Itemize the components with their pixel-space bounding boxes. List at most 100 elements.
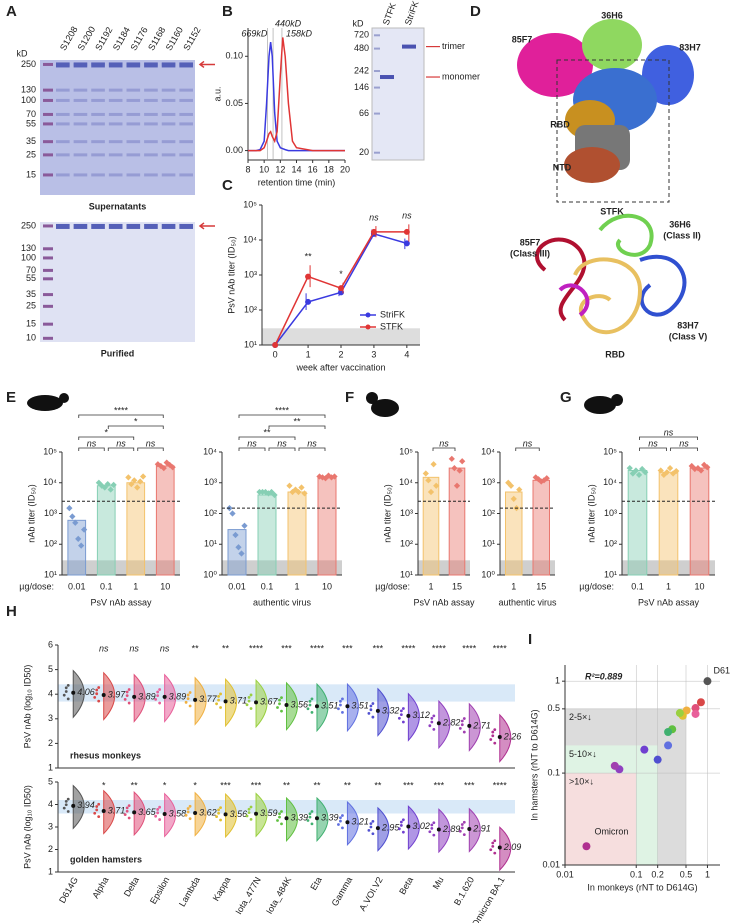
marker-label: 100: [21, 95, 36, 105]
dot: [462, 833, 466, 837]
violin: [225, 793, 238, 839]
marker-label: 440kD: [275, 18, 302, 28]
band: [144, 88, 158, 92]
dot: [337, 707, 340, 711]
significance: ns: [160, 643, 170, 653]
point: [305, 273, 312, 280]
y-tick-label: 10⁴: [603, 477, 617, 487]
x-tick-label: Kappa: [211, 875, 233, 903]
point: [229, 510, 236, 517]
structure-label: RBD: [605, 349, 625, 359]
dot: [401, 818, 405, 822]
arrow: [198, 60, 215, 69]
point: [241, 522, 248, 529]
marker-label: 20: [359, 147, 369, 157]
y-tick-label: 4: [48, 799, 53, 809]
dot: [123, 697, 127, 701]
point: [140, 473, 147, 480]
dot: [245, 814, 249, 818]
marker-label: 25: [26, 301, 36, 311]
category-title: µg/dose:: [579, 581, 614, 591]
band: [144, 173, 158, 177]
panel-label: A: [6, 3, 17, 20]
lane-label: StriFK: [403, 0, 421, 26]
gel-annotation: trimer: [442, 41, 465, 51]
dot: [432, 821, 436, 825]
dot: [399, 824, 403, 827]
dot: [249, 805, 253, 809]
significance-bracket: [268, 447, 296, 451]
point: [331, 473, 338, 480]
dot: [308, 812, 312, 816]
category-title: µg/dose:: [375, 581, 410, 591]
band: [179, 153, 193, 157]
unit-label: kD: [17, 48, 29, 58]
dot: [186, 697, 190, 701]
dot: [493, 741, 497, 745]
dot: [97, 802, 101, 806]
significance: ns: [679, 438, 689, 448]
band: [161, 122, 176, 126]
significance: ****: [462, 643, 477, 653]
value-label: 2.26: [503, 731, 522, 741]
y-tick-label: 10⁴: [243, 234, 257, 244]
marker-label: 130: [21, 85, 36, 95]
dot: [493, 851, 497, 855]
bar: [155, 465, 175, 576]
x-axis-title: authentic virus: [498, 597, 557, 607]
significance-bracket: [670, 447, 698, 451]
lane-label: STFK: [381, 1, 398, 26]
band: [179, 173, 193, 177]
band: [161, 62, 176, 68]
x-tick-label: Beta: [397, 875, 415, 896]
dot: [125, 694, 129, 698]
significance: ****: [493, 643, 508, 653]
y-tick-label: 10⁴: [43, 477, 57, 487]
dot: [247, 695, 251, 699]
dot: [339, 816, 342, 820]
dot: [310, 697, 314, 701]
violin: [468, 807, 481, 853]
violin: [194, 676, 207, 726]
x-tick-label: 2: [338, 349, 343, 359]
dot: [280, 709, 283, 713]
y-tick-label: 1: [48, 762, 53, 772]
bar: [532, 479, 550, 576]
x-tick-label: Iota_484K: [264, 875, 293, 916]
band: [108, 62, 123, 68]
dot: [280, 696, 283, 700]
violin: [103, 789, 116, 835]
significance: **: [374, 780, 382, 790]
significance: ns: [402, 211, 412, 221]
band: [126, 112, 141, 116]
dot: [95, 808, 99, 812]
point: [657, 467, 664, 474]
point: [663, 469, 671, 476]
significance: **: [293, 416, 301, 426]
y-tick-label: 6: [48, 639, 53, 649]
marker-band: [43, 62, 53, 66]
x-tick-label: 8: [245, 164, 250, 174]
band: [91, 173, 105, 177]
gel-caption: Supernatants: [89, 201, 147, 211]
dot: [156, 808, 160, 811]
band: [73, 62, 88, 68]
dot: [430, 823, 434, 827]
y-tick-label: 10⁴: [203, 446, 217, 456]
dot: [339, 819, 342, 823]
dot: [310, 810, 314, 813]
bar: [317, 476, 337, 576]
dot: [276, 819, 279, 822]
significance-bracket: [515, 447, 540, 451]
dot: [493, 728, 497, 732]
point: [635, 471, 643, 479]
dot: [215, 702, 218, 706]
x-axis-title: PsV nAb assay: [413, 597, 475, 607]
significance: **: [192, 643, 200, 653]
value-label: 3.12: [412, 710, 430, 720]
band: [108, 223, 123, 229]
band: [56, 88, 70, 92]
band: [108, 88, 123, 92]
band: [161, 223, 176, 229]
significance: ns: [146, 438, 156, 448]
